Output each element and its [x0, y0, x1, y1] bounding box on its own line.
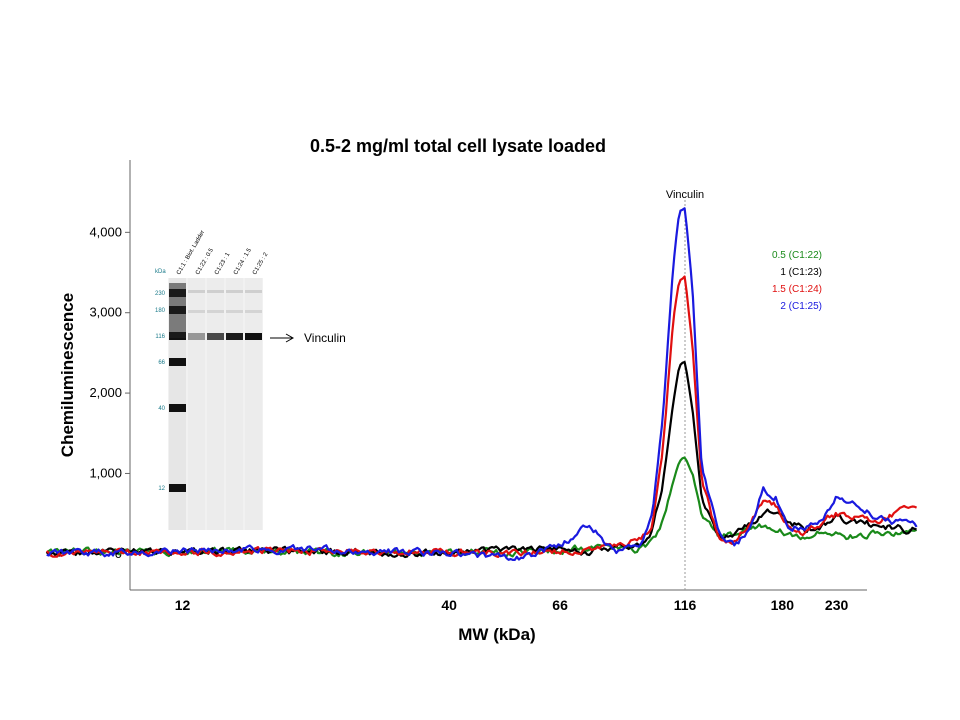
x-tick-label: 66: [552, 597, 568, 613]
chart-title: 0.5-2 mg/ml total cell lysate loaded: [310, 136, 606, 156]
ladder-smear: [169, 283, 186, 338]
ladder-kda-label: 40: [158, 406, 165, 412]
faint-band: [226, 290, 243, 293]
sample-band: [207, 333, 224, 340]
gel-lane-label: C1:25 : 2: [252, 251, 270, 276]
gel-lane: [207, 278, 224, 530]
ladder-kda-label: 116: [155, 334, 165, 340]
series-line: [46, 207, 918, 562]
legend-entry: 2 (C1:25): [780, 301, 822, 312]
vinculin-arrow-label: Vinculin: [304, 331, 346, 345]
ladder-kda-label: 12: [158, 486, 165, 492]
x-tick-label: 180: [771, 597, 795, 613]
faint-band: [188, 290, 205, 293]
y-tick-label: 2,000: [89, 385, 122, 400]
faint-band: [207, 290, 224, 293]
x-tick-label: 116: [674, 597, 697, 613]
y-axis-title: Chemiluminescence: [58, 293, 77, 457]
legend-entry: 1.5 (C1:24): [772, 284, 822, 295]
x-tick-label: 230: [825, 597, 849, 613]
gel-kda-header: kDa: [155, 269, 166, 275]
faint-band: [226, 310, 243, 313]
ladder-kda-label: 66: [158, 360, 165, 366]
peak-annotation-label: Vinculin: [666, 189, 704, 201]
sample-band: [188, 333, 205, 340]
y-tick-label: 4,000: [89, 224, 122, 239]
x-tick-label: 12: [175, 597, 191, 613]
ladder-band: [169, 484, 186, 492]
gel-lane-label: C1:22 : 0.5: [195, 247, 215, 276]
vinculin-arrow-head: [285, 333, 295, 343]
gel-lane-label: C1:24 : 1.5: [233, 247, 253, 276]
sample-band: [226, 333, 243, 340]
ladder-kda-label: 180: [155, 308, 166, 314]
y-tick-label: 1,000: [89, 465, 122, 480]
gel-lane: [188, 278, 205, 530]
legend-entry: 0.5 (C1:22): [772, 250, 822, 261]
x-tick-label: 40: [441, 597, 457, 613]
x-axis-title: MW (kDa): [458, 625, 535, 644]
faint-band: [245, 290, 262, 293]
gel-lane: [245, 278, 262, 530]
y-tick-label: 3,000: [89, 305, 122, 320]
gel-lane-label: C1:23 : 1: [214, 251, 232, 276]
faint-band: [207, 310, 224, 313]
faint-band: [188, 310, 205, 313]
faint-band: [245, 310, 262, 313]
ladder-band: [169, 358, 186, 366]
gel-lane: [226, 278, 243, 530]
ladder-kda-label: 230: [155, 291, 166, 297]
legend-entry: 1 (C1:23): [780, 267, 822, 278]
ladder-band: [169, 404, 186, 412]
sample-band: [245, 333, 262, 340]
